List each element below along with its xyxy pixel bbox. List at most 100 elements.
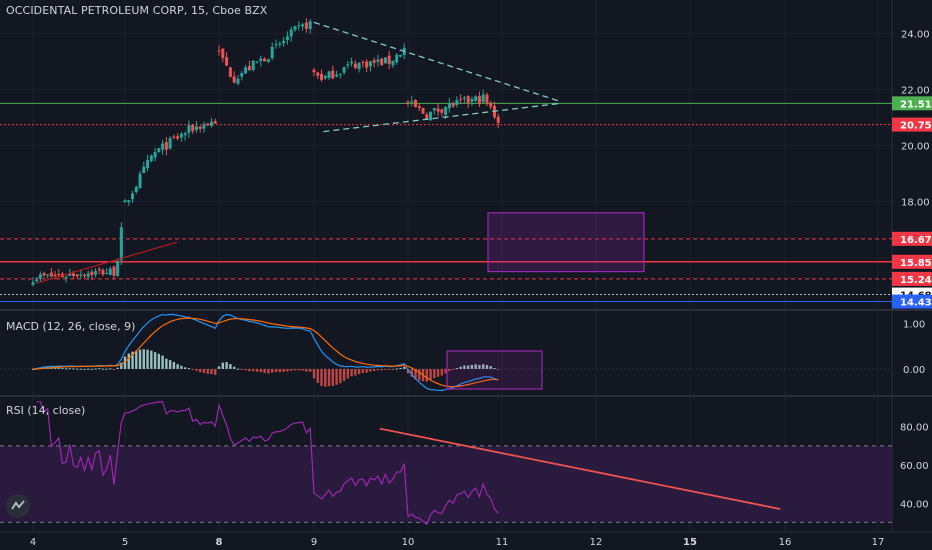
price-tick-label: 24.00: [901, 30, 930, 41]
macd-pane-label: MACD (12, 26, close, 9): [6, 320, 136, 333]
candle-body: [232, 76, 236, 83]
macd-histogram-bar: [482, 364, 485, 369]
candle-body: [477, 96, 481, 104]
candle-body: [297, 25, 301, 27]
candle-body: [57, 274, 61, 276]
macd-histogram-bar: [274, 368, 278, 373]
macd-histogram-bar: [210, 368, 213, 375]
tradingview-logo-icon[interactable]: [6, 494, 30, 518]
price-badge: [892, 254, 932, 269]
rsi-line: [36, 401, 499, 526]
price-tick-label: 20.00: [901, 142, 930, 153]
macd-histogram-bar: [466, 365, 470, 369]
macd-histogram-bar: [301, 368, 304, 371]
macd-histogram-bar: [282, 368, 285, 372]
macd-tick-label: 1.00: [903, 319, 925, 330]
candle-body: [470, 98, 474, 102]
candle-body: [293, 26, 297, 30]
macd-histogram-bar: [199, 368, 202, 373]
macd-histogram-bar: [168, 360, 172, 369]
grid-lines: [0, 0, 892, 532]
macd-histogram-bar: [436, 368, 440, 377]
macd-histogram-bar: [195, 368, 198, 371]
macd-histogram-bar: [172, 362, 176, 369]
macd-histogram-bar: [354, 368, 357, 376]
macd-histogram-bar: [350, 368, 353, 377]
macd-histogram-bar: [433, 368, 436, 379]
candle-body: [131, 193, 135, 200]
candle-body: [395, 54, 399, 63]
candle-body: [116, 261, 120, 276]
macd-histogram-bar: [365, 368, 368, 373]
macd-histogram-bar: [342, 368, 346, 381]
macd-histogram-bar: [335, 368, 338, 385]
macd-histogram-bar: [455, 368, 459, 370]
support-trendline: [37, 241, 177, 284]
candle-body: [176, 136, 180, 139]
candle-body: [285, 36, 289, 40]
macd-histogram-bar: [153, 352, 157, 369]
price-badge: [892, 117, 932, 132]
triangle-upper-trendline: [313, 21, 559, 102]
candle-body: [123, 200, 127, 203]
macd-histogram-bar: [297, 368, 300, 371]
time-tick-label: 10: [402, 537, 415, 548]
macd-histogram-bar: [252, 368, 255, 372]
rsi-pane-label: RSI (14, close): [6, 404, 86, 417]
candle-body: [119, 227, 123, 261]
macd-histogram-bar: [61, 368, 64, 370]
macd-histogram-bar: [440, 368, 444, 376]
macd-histogram-bar: [176, 364, 179, 369]
candle-body: [289, 29, 293, 37]
time-tick-label: 8: [216, 537, 223, 548]
macd-histogram-bar: [75, 368, 79, 370]
macd-histogram-bar: [448, 368, 451, 372]
time-tick-label: 11: [496, 537, 509, 548]
time-tick-label: 17: [872, 537, 885, 548]
macd-histogram-bar: [146, 349, 149, 369]
macd-histogram-bar: [191, 368, 194, 370]
macd-histogram-bar: [463, 365, 466, 369]
candle-body: [312, 69, 316, 73]
rsi-tick-label: 80.00: [900, 423, 929, 434]
macd-histogram-bar: [418, 368, 421, 381]
candle-body: [266, 59, 270, 62]
candle-body: [410, 101, 414, 103]
rsi-pane: 80.00 60.00 40.00: [0, 401, 929, 526]
candle-body: [183, 133, 187, 136]
macd-histogram-bar: [120, 362, 123, 369]
candle-body: [425, 114, 429, 119]
candle-body: [46, 274, 50, 276]
candle-body: [387, 55, 391, 64]
macd-histogram-bar: [388, 368, 391, 370]
candle-body: [323, 75, 327, 79]
macd-signal-line: [33, 317, 499, 388]
macd-histogram-bar: [357, 368, 361, 375]
macd-histogram-bar: [263, 368, 266, 373]
candle-body: [31, 282, 35, 285]
macd-histogram-bar: [138, 349, 142, 369]
macd-histogram-bar: [361, 368, 365, 373]
candle-body: [244, 67, 248, 74]
candle-body: [301, 24, 305, 27]
candle-body: [79, 274, 83, 276]
macd-histogram-bar: [497, 368, 500, 370]
macd-histogram-bar: [293, 368, 297, 371]
macd-histogram-bar: [255, 368, 259, 372]
time-axis: 4 5 8 9 10 11 12 15 16 17: [30, 537, 885, 548]
price-badge: [892, 271, 932, 286]
candle-body: [42, 273, 46, 276]
price-badge-label: 15.24: [900, 275, 932, 286]
candle-body: [191, 124, 195, 132]
candle-body: [138, 173, 142, 189]
macd-histogram-bar: [444, 368, 447, 374]
macd-histogram-bar: [64, 368, 68, 370]
candle-body: [459, 98, 463, 100]
macd-histogram-bar: [112, 368, 116, 370]
time-tick-label: 4: [30, 537, 36, 548]
price-badge: [892, 96, 932, 111]
candle-body: [432, 108, 436, 111]
candle-body: [149, 155, 153, 162]
candle-body: [112, 266, 116, 276]
macd-histogram-bar: [180, 365, 183, 369]
